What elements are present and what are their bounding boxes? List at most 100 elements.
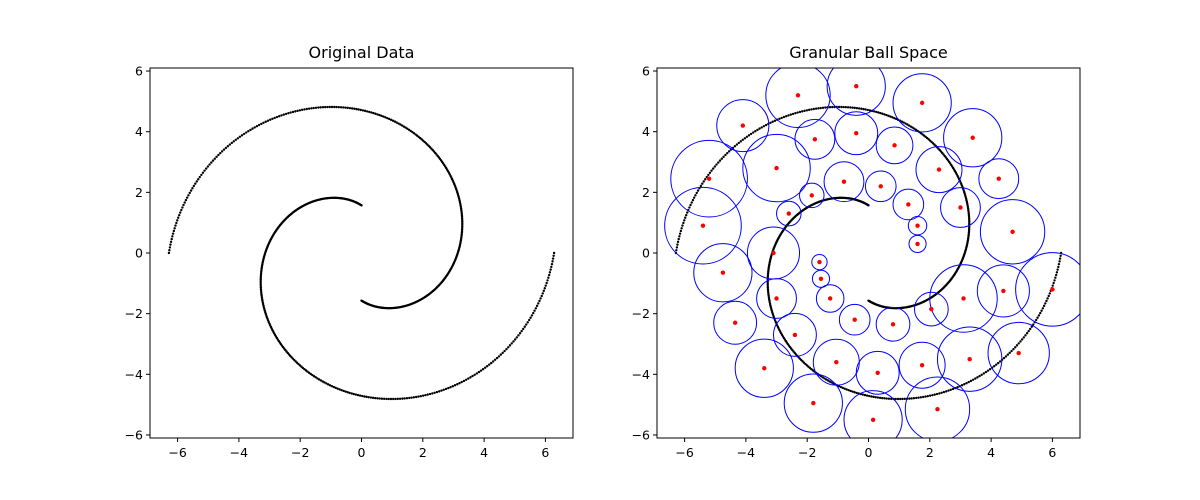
data-point (717, 161, 720, 164)
data-point (544, 284, 547, 287)
data-point (222, 148, 226, 151)
data-point (969, 379, 973, 383)
ball-center (700, 223, 706, 228)
data-point (206, 165, 210, 168)
data-point (688, 206, 691, 209)
granular-ball (826, 68, 886, 116)
granular-ball (913, 291, 949, 327)
data-point (917, 396, 920, 399)
granular-ball (742, 133, 811, 203)
data-point (340, 388, 343, 392)
ball-center (762, 366, 767, 371)
data-point (909, 125, 913, 128)
data-point (787, 114, 790, 117)
data-point (350, 107, 354, 110)
data-point (710, 169, 713, 172)
data-point (456, 383, 459, 386)
data-point (187, 194, 190, 197)
data-point (550, 262, 554, 266)
x-tick-label: 0 (358, 445, 366, 460)
data-point (180, 208, 183, 212)
y-tick-label: −4 (125, 367, 143, 382)
ball-center (818, 276, 824, 281)
data-point (195, 180, 198, 183)
data-point (758, 127, 761, 130)
data-point (402, 125, 406, 128)
data-point (336, 387, 339, 390)
data-point (431, 392, 434, 395)
data-point (346, 391, 349, 394)
data-point (857, 107, 861, 110)
data-point (690, 201, 693, 204)
data-point (849, 389, 852, 393)
data-point (278, 114, 281, 118)
data-point (203, 169, 206, 172)
data-point (907, 124, 911, 127)
data-point (894, 397, 897, 401)
data-point (1010, 349, 1013, 353)
data-point (791, 112, 795, 116)
data-point (421, 394, 425, 397)
data-point (889, 115, 892, 118)
data-point (382, 397, 386, 401)
data-point (523, 325, 526, 328)
data-point (333, 105, 336, 109)
data-point (363, 395, 366, 398)
granular-ball (734, 338, 794, 398)
data-point (1039, 311, 1042, 315)
data-point (846, 106, 850, 109)
data-point (325, 382, 328, 385)
data-point (217, 153, 220, 157)
data-point (1022, 336, 1026, 339)
data-point (695, 191, 698, 195)
data-point (551, 260, 554, 263)
data-point (352, 392, 355, 396)
granular-ball (811, 269, 831, 288)
data-point (908, 397, 911, 400)
data-point (1027, 329, 1030, 333)
data-point (722, 155, 725, 159)
data-point (467, 377, 470, 380)
data-point (938, 392, 941, 395)
data-point (749, 132, 753, 136)
data-point (376, 397, 379, 400)
ball-center (812, 137, 818, 142)
data-point (895, 117, 898, 121)
data-point (1047, 294, 1050, 298)
granular-ball (875, 126, 914, 165)
data-point (733, 145, 737, 148)
ball-center (915, 241, 920, 247)
data-point (319, 379, 323, 382)
data-point (170, 237, 173, 241)
data-point (689, 203, 692, 207)
data-point (707, 173, 710, 177)
data-point (326, 383, 330, 386)
data-point (447, 386, 450, 390)
data-point (408, 396, 411, 400)
data-point (410, 396, 413, 399)
data-point (367, 396, 370, 399)
data-point (887, 114, 890, 118)
data-point (539, 297, 542, 300)
data-point (682, 221, 685, 225)
data-point (495, 356, 499, 360)
data-point (266, 119, 270, 122)
ball-center (774, 165, 779, 171)
data-point (919, 396, 923, 399)
data-point (355, 107, 358, 111)
data-point (275, 115, 279, 119)
data-point (686, 211, 689, 214)
data-point (464, 378, 468, 382)
data-point (715, 163, 718, 166)
data-point (273, 116, 276, 120)
y-tick-label: −2 (632, 306, 650, 321)
data-point (389, 118, 393, 122)
data-point (910, 397, 913, 400)
data-point (296, 109, 299, 113)
data-point (711, 167, 715, 170)
data-point (473, 373, 476, 376)
data-point (801, 110, 804, 113)
ball-center (870, 417, 876, 422)
x-tick-label: 2 (419, 445, 427, 460)
data-point (866, 108, 869, 112)
